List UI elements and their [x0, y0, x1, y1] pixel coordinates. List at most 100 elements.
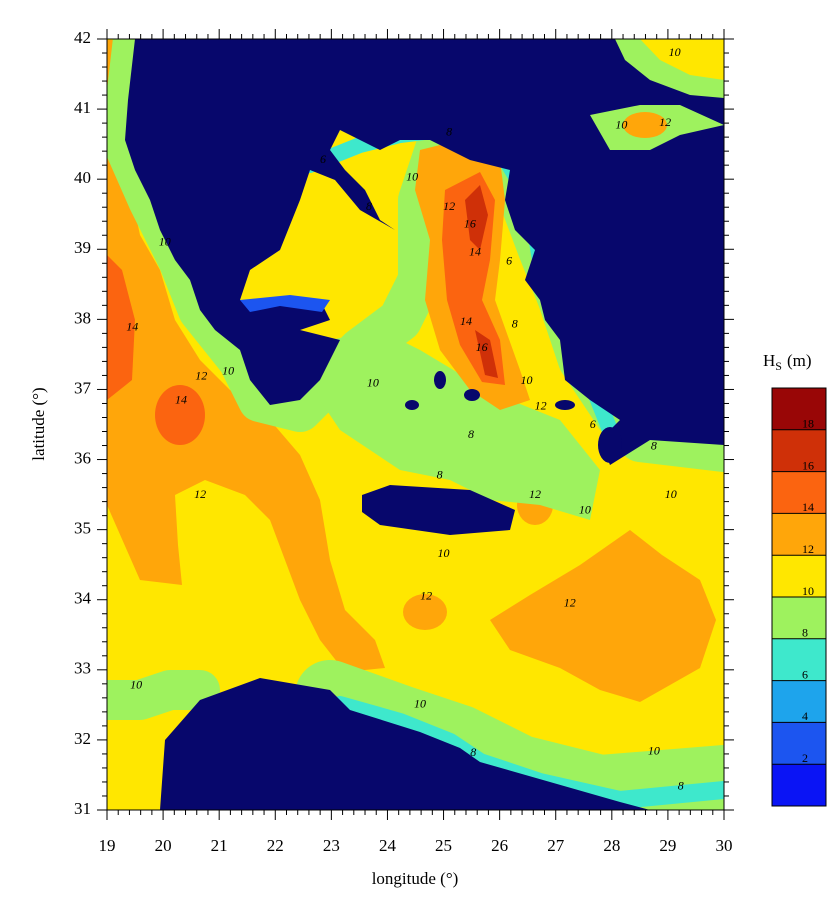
colorbar-band — [772, 680, 826, 723]
contour-label: 14 — [175, 392, 187, 406]
colorbar-tick-label: 6 — [802, 667, 808, 681]
x-tick-label: 24 — [379, 836, 397, 855]
colorbar-tick-label: 8 — [802, 626, 808, 640]
wave-region — [403, 594, 447, 630]
colorbar-subscript: S — [775, 359, 782, 373]
colorbar-tick-label: 14 — [802, 500, 814, 514]
contour-label: 14 — [460, 314, 472, 328]
contour-label: 10 — [406, 170, 418, 184]
wave-region — [490, 530, 716, 702]
contour-label: 16 — [464, 216, 476, 230]
x-tick-label: 25 — [435, 836, 452, 855]
colorbar-tick-label: 16 — [802, 458, 814, 472]
colorbar-band — [772, 722, 826, 765]
contour-label: 8 — [437, 467, 443, 481]
colorbar-tick-label: 4 — [802, 709, 808, 723]
wave-region — [623, 112, 667, 138]
y-tick-label: 37 — [74, 378, 92, 397]
contour-label: 12 — [194, 487, 206, 501]
wave-region — [465, 185, 488, 250]
land — [464, 389, 480, 401]
contour-label: 6 — [506, 254, 512, 268]
wave-region — [320, 330, 600, 520]
land — [405, 400, 419, 410]
y-tick-label: 36 — [74, 448, 91, 467]
contour-label: 10 — [665, 487, 677, 501]
x-tick-label: 19 — [99, 836, 116, 855]
contour-label: 12 — [195, 369, 207, 383]
colorbar-band — [772, 388, 826, 430]
land — [125, 39, 724, 465]
x-tick-label: 21 — [211, 836, 228, 855]
x-axis-label: longitude (°) — [372, 869, 459, 888]
colorbar-symbol: H — [763, 351, 775, 370]
y-tick-label: 34 — [74, 589, 92, 608]
wave-region — [240, 295, 330, 312]
contour-label: 16 — [476, 340, 488, 354]
x-tick-label: 23 — [323, 836, 340, 855]
y-tick-label: 31 — [74, 799, 91, 818]
y-tick-label: 42 — [74, 28, 91, 47]
y-tick-label: 41 — [74, 98, 91, 117]
contour-label: 12 — [420, 589, 432, 603]
contour-label: 12 — [535, 399, 547, 413]
land — [434, 371, 446, 389]
y-tick-label: 33 — [74, 659, 91, 678]
colorbar-band — [772, 429, 826, 472]
contour-label: 10 — [222, 364, 234, 378]
contour-label: 14 — [469, 245, 481, 259]
contour-label: 12 — [529, 487, 541, 501]
y-tick-label: 35 — [74, 519, 91, 538]
contour-label: 10 — [367, 376, 379, 390]
wave-region — [107, 40, 385, 672]
contour-label: 6 — [320, 152, 326, 166]
contour-label: 8 — [678, 779, 684, 793]
colorbar-band — [772, 764, 826, 806]
colorbar-band — [772, 471, 826, 514]
wave-region — [155, 385, 205, 445]
colorbar-band — [772, 513, 826, 556]
x-tick-label: 27 — [547, 836, 565, 855]
y-tick-label: 38 — [74, 308, 91, 327]
contour-label: 10 — [648, 744, 660, 758]
x-tick-label: 30 — [716, 836, 733, 855]
land — [160, 678, 650, 810]
contour-label: 8 — [512, 317, 518, 331]
contour-label: 12 — [564, 596, 576, 610]
contour-label: 8 — [446, 125, 452, 139]
contour-label: 12 — [443, 199, 455, 213]
contour-label: 12 — [659, 115, 671, 129]
contour-label: 8 — [366, 199, 372, 213]
x-tick-label: 28 — [603, 836, 620, 855]
land — [362, 485, 515, 535]
x-tick-label: 20 — [155, 836, 172, 855]
contour-label: 10 — [615, 118, 627, 132]
y-tick-label: 40 — [74, 168, 91, 187]
contour-label: 10 — [414, 697, 426, 711]
map — [107, 39, 724, 810]
x-tick-label: 26 — [491, 836, 508, 855]
colorbar-band — [772, 597, 826, 639]
contour-label: 8 — [470, 745, 476, 759]
x-tick-label: 22 — [267, 836, 284, 855]
colorbar-band — [772, 555, 826, 597]
colorbar-title: HS (m) — [763, 351, 812, 373]
contour-label: 10 — [438, 546, 450, 560]
land — [555, 400, 575, 410]
contour-label: 8 — [651, 439, 657, 453]
wave-region — [640, 39, 724, 80]
contour-label: 10 — [579, 502, 591, 516]
contour-label: 10 — [669, 45, 681, 59]
contour-label: 6 — [590, 417, 596, 431]
x-tick-label: 29 — [659, 836, 676, 855]
contour-label: 10 — [159, 235, 171, 249]
contour-label: 10 — [521, 373, 533, 387]
colorbar-tick-label: 12 — [802, 542, 814, 556]
colorbar-tick-label: 10 — [802, 584, 814, 598]
y-axis-label: latitude (°) — [29, 387, 48, 460]
wave-region — [442, 172, 505, 385]
wave-region — [107, 670, 220, 720]
wave-region — [107, 255, 135, 400]
y-tick-label: 32 — [74, 729, 91, 748]
